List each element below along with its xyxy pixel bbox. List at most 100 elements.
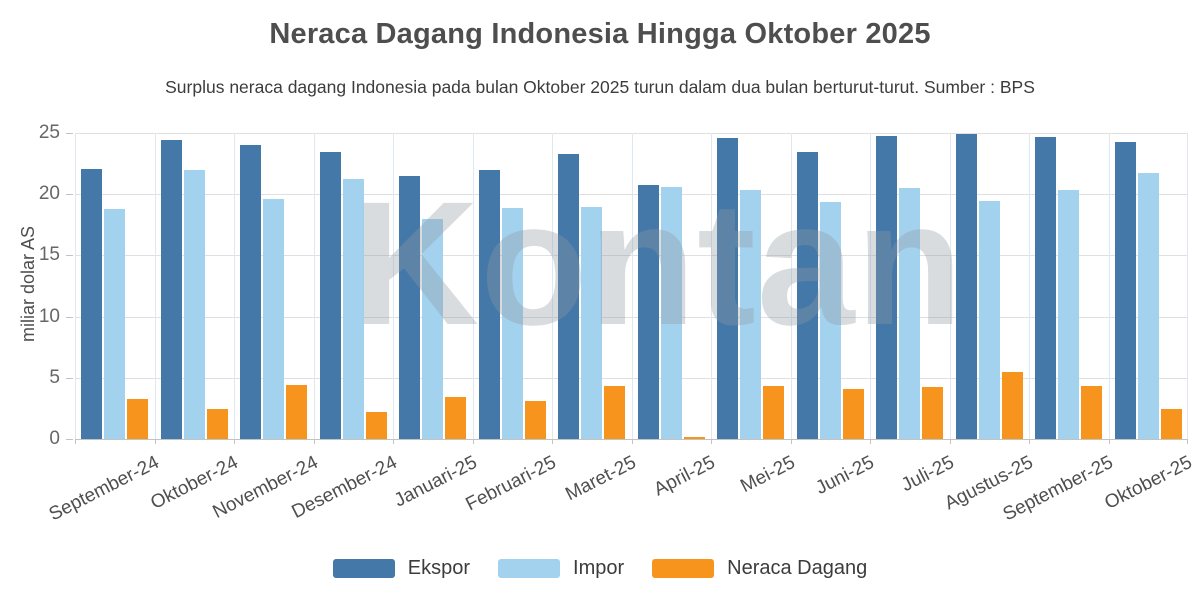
bar-impor-november-24 [263, 199, 285, 439]
bar-impor-maret-25 [581, 207, 603, 439]
bar-neraca-dagang-agustus-25 [1001, 371, 1023, 439]
bar-impor-september-25 [1058, 189, 1080, 439]
bar-neraca-dagang-november-24 [286, 384, 308, 439]
h-gridline-15 [75, 255, 1188, 257]
bar-impor-oktober-24 [183, 170, 205, 439]
bar-impor-juni-25 [819, 202, 841, 439]
v-gridline-10 [870, 133, 871, 439]
plot-area [75, 133, 1189, 440]
y-tick-label-5: 5 [49, 366, 60, 388]
x-tick-mark-14 [1187, 439, 1188, 444]
page-title: Neraca Dagang Indonesia Hingga Oktober 2… [269, 18, 931, 50]
legend-item-neraca-dagang: Neraca Dagang [652, 557, 867, 580]
x-tick-mark-8 [711, 439, 712, 444]
bar-group-desember-24 [314, 133, 394, 439]
bar-ekspor-desember-24 [319, 151, 341, 439]
legend-item-ekspor: Ekspor [332, 557, 470, 580]
x-tick-mark-0 [75, 439, 76, 444]
y-tick-label-25: 25 [38, 122, 60, 143]
bar-group-april-25 [632, 133, 712, 439]
v-gridline-8 [711, 133, 712, 439]
x-axis-label-oktober-25: Oktober-25 [1101, 452, 1196, 514]
bar-group-maret-25 [552, 133, 632, 439]
v-gridline-14 [1187, 133, 1188, 439]
v-gridline-5 [473, 133, 474, 439]
x-tick-mark-9 [791, 439, 792, 444]
bar-ekspor-juli-25 [876, 136, 898, 439]
x-axis-label-juli-25: Juli-25 [897, 452, 958, 497]
bar-ekspor-september-24 [81, 168, 103, 439]
legend: Ekspor Impor Neraca Dagang [0, 557, 1200, 580]
v-gridline-4 [393, 133, 394, 439]
x-tick-mark-7 [632, 439, 633, 444]
bar-group-agustus-25 [950, 133, 1030, 439]
h-gridline-0 [75, 439, 1188, 440]
x-axis-label-maret-25: Maret-25 [562, 452, 640, 506]
page-subtitle: Surplus neraca dagang Indonesia pada bul… [165, 77, 1035, 97]
v-gridline-9 [791, 133, 792, 439]
bar-group-september-24 [75, 133, 155, 439]
bar-impor-agustus-25 [978, 200, 1000, 439]
y-tick-label-15: 15 [38, 244, 60, 266]
bar-group-september-25 [1029, 133, 1109, 439]
h-gridline-25 [75, 133, 1188, 134]
v-gridline-7 [632, 133, 633, 439]
v-gridline-1 [155, 133, 156, 439]
v-gridline-3 [314, 133, 315, 439]
bar-neraca-dagang-januari-25 [445, 396, 467, 439]
bar-neraca-dagang-oktober-25 [1160, 408, 1182, 439]
v-gridline-0 [75, 133, 76, 439]
y-tick-label-0: 0 [49, 428, 60, 449]
bar-impor-januari-25 [422, 218, 444, 439]
bar-neraca-dagang-maret-25 [604, 386, 626, 439]
x-tick-mark-2 [234, 439, 235, 444]
x-tick-mark-10 [870, 439, 871, 444]
bar-ekspor-september-25 [1035, 136, 1057, 439]
legend-swatch-neraca-dagang [652, 559, 715, 578]
h-gridline-20 [75, 194, 1188, 196]
bar-neraca-dagang-oktober-24 [206, 408, 228, 439]
h-gridline-10 [75, 316, 1188, 318]
v-gridline-11 [950, 133, 951, 439]
y-tick-mark-5 [66, 377, 73, 379]
bar-group-februari-25 [473, 133, 553, 439]
bar-neraca-dagang-februari-25 [524, 400, 546, 439]
x-axis-label-juni-25: Juni-25 [812, 452, 878, 500]
x-tick-mark-3 [314, 439, 315, 444]
v-gridline-12 [1029, 133, 1030, 439]
bar-ekspor-november-24 [240, 145, 262, 439]
bar-ekspor-februari-25 [478, 169, 500, 439]
bar-group-oktober-25 [1109, 133, 1189, 439]
bar-impor-desember-24 [342, 179, 364, 439]
legend-label-neraca-dagang: Neraca Dagang [727, 557, 868, 579]
v-gridline-6 [552, 133, 553, 439]
bar-neraca-dagang-mei-25 [763, 386, 785, 439]
v-gridline-2 [234, 133, 235, 439]
x-tick-mark-5 [473, 439, 474, 444]
x-tick-mark-11 [950, 439, 951, 444]
x-tick-mark-13 [1109, 439, 1110, 444]
bar-neraca-dagang-september-24 [127, 399, 149, 439]
legend-swatch-impor [498, 559, 561, 578]
bar-ekspor-januari-25 [399, 176, 421, 439]
x-tick-mark-12 [1029, 439, 1030, 444]
bar-impor-februari-25 [501, 208, 523, 439]
v-gridline-13 [1109, 133, 1110, 439]
bar-ekspor-maret-25 [558, 154, 580, 439]
bar-neraca-dagang-juni-25 [842, 388, 864, 439]
h-gridline-5 [75, 377, 1188, 379]
x-tick-mark-4 [393, 439, 394, 444]
bar-neraca-dagang-desember-24 [365, 411, 387, 439]
bar-neraca-dagang-april-25 [683, 437, 705, 439]
y-tick-mark-25 [66, 133, 73, 134]
legend-label-impor: Impor [573, 557, 625, 579]
x-axis-label-mei-25: Mei-25 [737, 452, 799, 498]
bar-group-juli-25 [870, 133, 950, 439]
y-tick-mark-0 [66, 439, 73, 440]
x-axis-label-april-25: April-25 [650, 452, 719, 501]
bar-group-juni-25 [791, 133, 871, 439]
bar-ekspor-april-25 [637, 185, 659, 439]
bar-ekspor-mei-25 [717, 137, 739, 439]
y-tick-label-20: 20 [38, 183, 60, 205]
